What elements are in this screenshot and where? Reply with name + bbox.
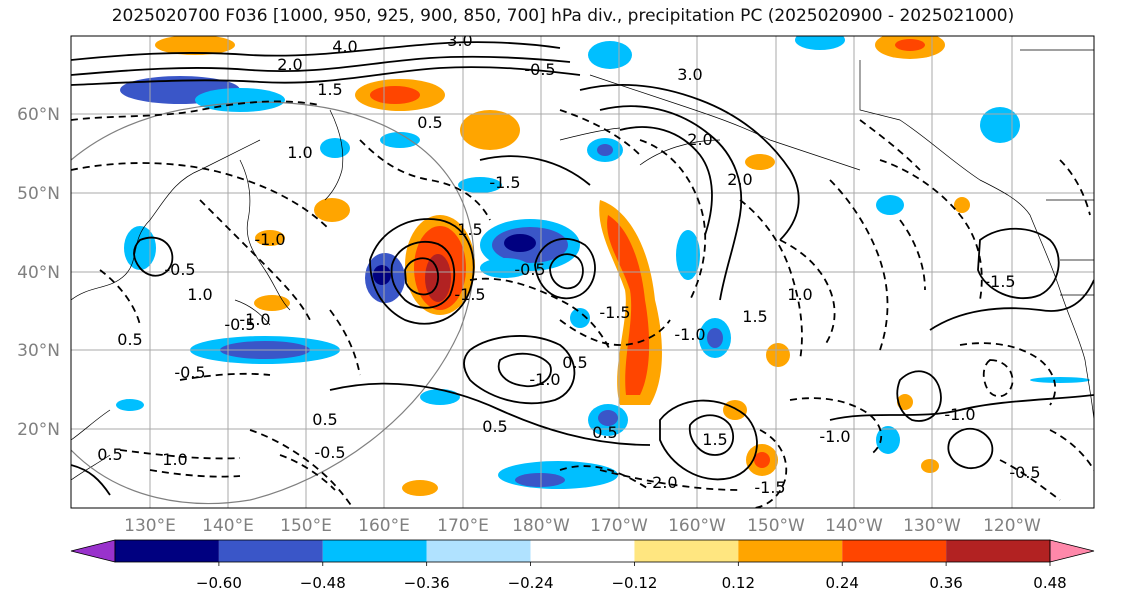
contour-label: 0.5	[592, 423, 617, 442]
latitude-label: 60°N	[17, 105, 60, 125]
colorbar-tick-label: −0.24	[508, 574, 554, 592]
latitude-label: 30°N	[17, 341, 60, 361]
contour-label: -1.0	[674, 325, 705, 344]
contour-label: -1.5	[599, 303, 630, 322]
range-circle	[71, 101, 475, 505]
contour-label: -1.5	[984, 272, 1015, 291]
contour-label: -1.0	[239, 310, 270, 329]
colorbar-segment	[842, 540, 947, 562]
colorbar-outline	[114, 539, 1051, 563]
map-title: 2025020700 F036 [1000, 950, 925, 900, 85…	[111, 6, 1015, 26]
colorbar-segment	[530, 540, 635, 562]
contour-label: 1.0	[787, 285, 812, 304]
contour-label: 1.0	[187, 285, 212, 304]
contour-label: 4.0	[332, 37, 357, 56]
colorbar: −0.60 −0.48 −0.36 −0.24 −0.12 0.12 0.24 0.36 0.4…	[70, 539, 1095, 592]
graticule	[71, 36, 1094, 508]
longitude-label: 180°W	[512, 516, 570, 536]
contour-label: 0.5	[482, 417, 507, 436]
colorbar-tick-label: −0.60	[196, 574, 242, 592]
contour-label: 1.0	[287, 143, 312, 162]
contour-label: 1.5	[457, 220, 482, 239]
longitude-label: 140°W	[825, 516, 883, 536]
contour-labels: 4.0 3.02.01.51.0-1.5-0.50.5-1.01.5-0.53.0…	[97, 31, 1040, 497]
latitude-axis: 60°N 50°N 40°N 30°N 20°N	[17, 105, 60, 440]
contour-label: -0.5	[224, 315, 255, 334]
colorbar-tick-label: 0.48	[1033, 574, 1066, 592]
colorbar-tick-label: 0.36	[929, 574, 962, 592]
map-frame	[70, 35, 1095, 509]
latitude-label: 40°N	[17, 263, 60, 283]
colorbar-segment	[218, 540, 323, 562]
contour-label: -1.5	[489, 173, 520, 192]
longitude-label: 120°W	[983, 516, 1041, 536]
contour-label: -1.5	[454, 285, 485, 304]
contour-label: 0.5	[312, 410, 337, 429]
longitude-axis: 130°E 140°E 150°E 160°E 170°E 180°W 170°W 160°W…	[124, 516, 1041, 536]
latitude-label: 50°N	[17, 184, 60, 204]
colorbar-segment	[634, 540, 739, 562]
contour-label: 3.0	[447, 31, 472, 50]
colorbar-tick-label: 0.24	[826, 574, 859, 592]
contour-label: -0.5	[314, 443, 345, 462]
contour-label: 2.0	[277, 55, 302, 74]
contour-label: 0.5	[562, 353, 587, 372]
colorbar-segment	[738, 540, 843, 562]
longitude-label: 140°E	[202, 516, 254, 536]
contour-label: -1.0	[529, 370, 560, 389]
longitude-label: 160°W	[668, 516, 726, 536]
contour-label: 0.5	[417, 113, 442, 132]
contour-label: 1.5	[317, 80, 342, 99]
colorbar-tick-label: −0.12	[611, 574, 657, 592]
colorbar-segment	[322, 540, 427, 562]
contour-label: -0.5	[514, 260, 545, 279]
contour-label: -1.0	[254, 230, 285, 249]
contour-label: -0.5	[174, 363, 205, 382]
coastlines	[71, 49, 1094, 481]
contour-label: -1.0	[819, 427, 850, 446]
longitude-label: 170°W	[590, 516, 648, 536]
colorbar-tick-label: 0.12	[722, 574, 755, 592]
divergence-contours-negative	[71, 100, 1094, 508]
longitude-label: 130°E	[124, 516, 176, 536]
contour-label: 1.0	[162, 450, 187, 469]
colorbar-extend-max	[1049, 539, 1095, 563]
contour-label: -0.5	[164, 260, 195, 279]
map-content: 4.0 3.02.01.51.0-1.5-0.50.5-1.01.5-0.53.0…	[71, 31, 1094, 508]
colorbar-extend-min	[70, 539, 116, 563]
longitude-label: 170°E	[437, 516, 489, 536]
contour-label: 2.0	[727, 170, 752, 189]
colorbar-segment	[426, 540, 531, 562]
contour-label: -0.5	[1009, 463, 1040, 482]
contour-label: 0.5	[117, 330, 142, 349]
divergence-contours	[71, 41, 1094, 496]
contour-label: 3.0	[677, 65, 702, 84]
contour-label: -1.0	[944, 405, 975, 424]
contour-label: 2.0	[687, 130, 712, 149]
colorbar-tick-label: −0.36	[404, 574, 450, 592]
longitude-label: 150°E	[280, 516, 332, 536]
latitude-label: 20°N	[17, 420, 60, 440]
colorbar-segment	[946, 540, 1050, 562]
colorbar-tick-label: −0.48	[300, 574, 346, 592]
longitude-label: 130°W	[903, 516, 961, 536]
longitude-label: 150°W	[747, 516, 805, 536]
contour-label: -2.0	[646, 473, 677, 492]
contour-label: 1.5	[742, 307, 767, 326]
contour-label: 0.5	[97, 445, 122, 464]
contour-label: -0.5	[524, 60, 555, 79]
colorbar-segment	[115, 540, 219, 562]
contour-label: -1.5	[754, 478, 785, 497]
longitude-label: 160°E	[358, 516, 410, 536]
contour-label: 1.5	[702, 430, 727, 449]
